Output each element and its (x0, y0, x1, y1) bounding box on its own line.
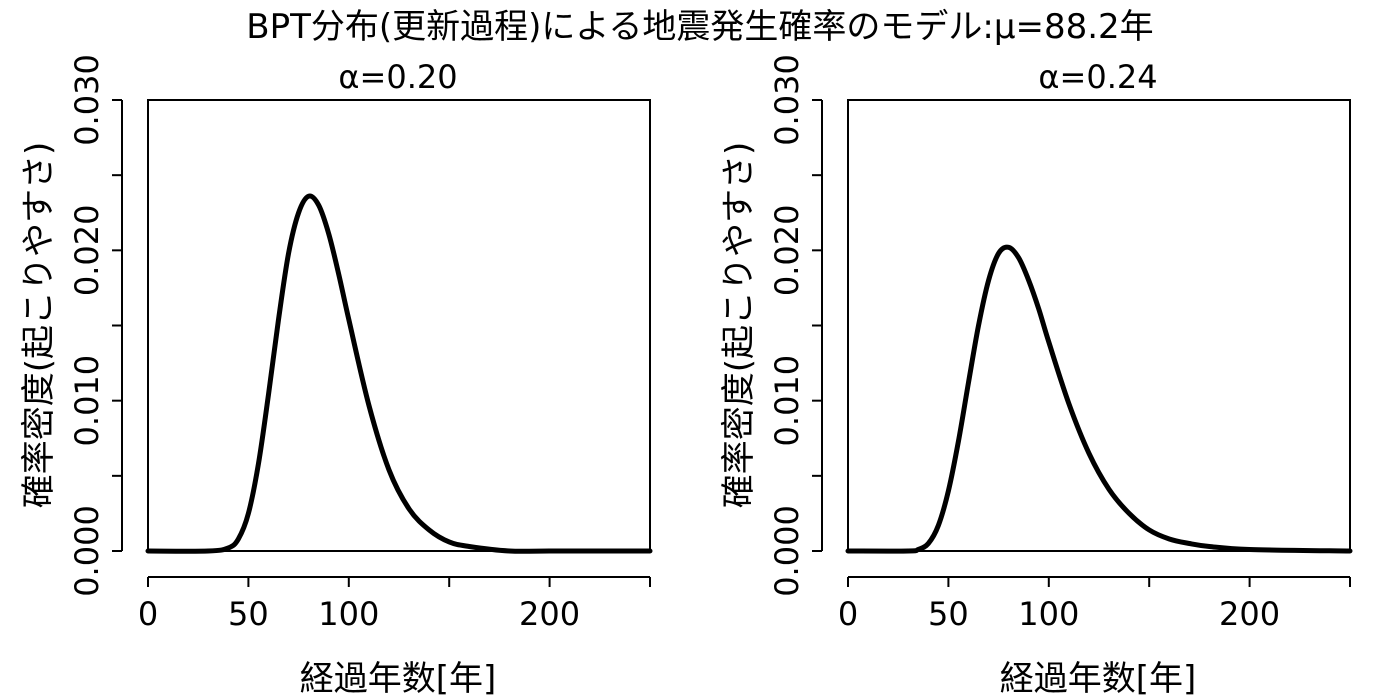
chart-panel-alpha-0-24: α=0.24 経過年数[年] 確率密度(起こりやすさ) 0 50 100 200 0.0… (719, 54, 1353, 699)
y-tick-label: 0.020 (768, 205, 806, 297)
y-tick-label: 0.030 (768, 54, 806, 146)
x-tick-label: 100 (318, 595, 379, 633)
density-curve (845, 244, 1353, 554)
x-tick-label: 200 (519, 595, 580, 633)
chart-subtitle: α=0.20 (338, 58, 457, 96)
plot-frame (147, 99, 651, 552)
x-tick-label: 50 (928, 595, 969, 633)
y-tick-label: 0.010 (68, 355, 106, 447)
density-curve (145, 193, 653, 554)
y-axis-label: 確率密度(起こりやすさ) (719, 142, 759, 509)
y-tick-label: 0.000 (68, 505, 106, 597)
x-tick-label: 200 (1219, 595, 1280, 633)
y-tick-label: 0.030 (68, 54, 106, 146)
y-tick-label: 0.010 (768, 355, 806, 447)
y-tick-label: 0.020 (68, 205, 106, 297)
chart-subtitle: α=0.24 (1038, 58, 1157, 96)
x-tick-label: 0 (138, 595, 158, 633)
plot-frame (847, 99, 1351, 552)
y-tick-label: 0.000 (768, 505, 806, 597)
figure-title: BPT分布(更新過程)による地震発生確率のモデル:μ=88.2年 (246, 7, 1153, 47)
y-axis-label: 確率密度(起こりやすさ) (19, 142, 59, 509)
chart-panel-alpha-0-20: α=0.20 経過年数[年] 確率密度(起こりやすさ) 0 50 100 200 0.0… (19, 54, 653, 699)
x-tick-label: 100 (1018, 595, 1079, 633)
x-axis-label: 経過年数[年] (1000, 659, 1197, 699)
x-tick-label: 0 (838, 595, 858, 633)
x-axis-label: 経過年数[年] (300, 659, 497, 699)
x-tick-label: 50 (228, 595, 269, 633)
